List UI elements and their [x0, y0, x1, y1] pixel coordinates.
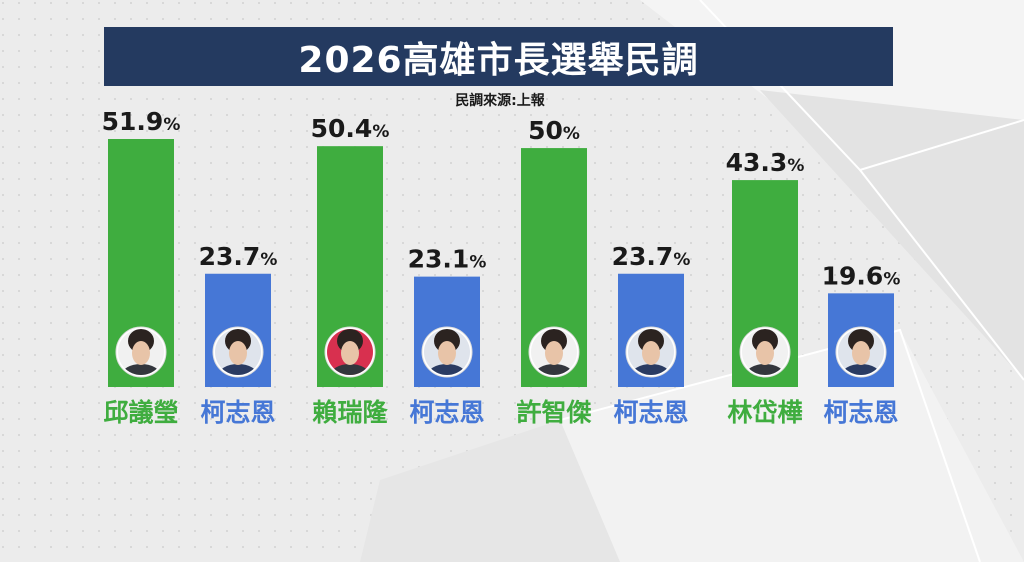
- value-label-7: 43.3%: [726, 148, 805, 177]
- candidate-avatar-7: [739, 326, 791, 378]
- candidate-name-6: 柯志恩: [613, 398, 688, 427]
- candidate-name-1: 邱議瑩: [103, 398, 178, 427]
- candidate-avatar-4: [421, 326, 473, 378]
- value-label-5: 50%: [528, 116, 580, 145]
- candidate-avatar-2: [212, 326, 264, 378]
- candidate-name-3: 賴瑞隆: [312, 398, 388, 427]
- candidate-avatar-3: [324, 326, 376, 378]
- candidate-avatar-8: [835, 326, 887, 378]
- value-label-3: 50.4%: [311, 114, 390, 143]
- value-label-1: 51.9%: [102, 107, 181, 136]
- candidate-name-4: 柯志恩: [409, 398, 484, 427]
- candidate-avatar-6: [625, 326, 677, 378]
- value-label-6: 23.7%: [612, 242, 691, 271]
- candidate-name-8: 柯志恩: [823, 398, 898, 427]
- value-label-4: 23.1%: [408, 245, 487, 274]
- title-banner: 2026高雄市長選舉民調: [104, 27, 893, 86]
- poll-source: 民調來源:上報: [455, 93, 545, 109]
- page-title: 2026高雄市長選舉民調: [298, 39, 699, 81]
- candidate-name-5: 許智傑: [516, 398, 591, 427]
- value-label-8: 19.6%: [822, 261, 901, 290]
- value-label-2: 23.7%: [199, 242, 278, 271]
- candidate-avatar-1: [115, 326, 167, 378]
- candidate-name-2: 柯志恩: [200, 398, 275, 427]
- candidate-name-7: 林岱樺: [727, 398, 802, 427]
- candidate-avatar-5: [528, 326, 580, 378]
